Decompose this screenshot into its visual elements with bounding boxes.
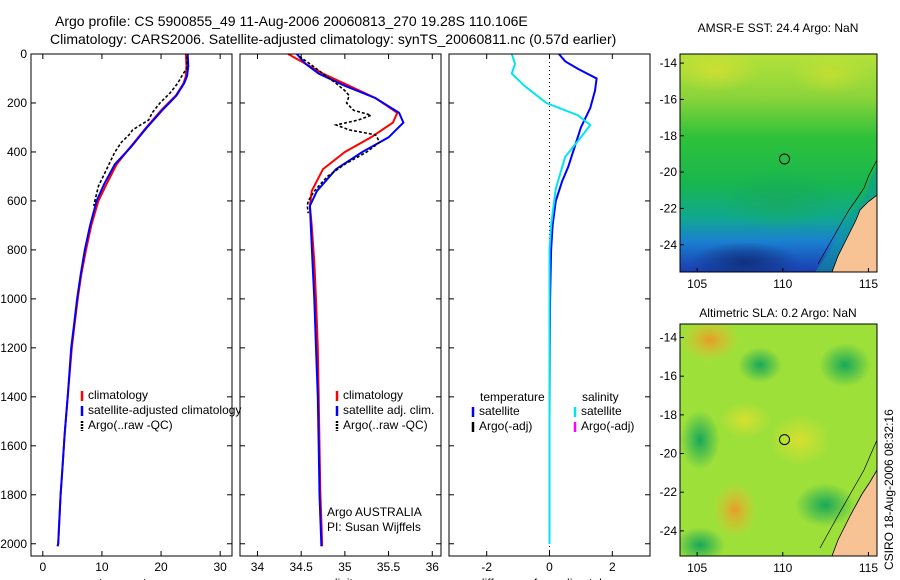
temperature-xlabel: temperature bbox=[99, 576, 164, 580]
map-x-tick-label: 110 bbox=[773, 561, 792, 575]
x-tick-label: 10 bbox=[95, 560, 109, 574]
y-tick-label: 1200 bbox=[0, 341, 27, 355]
y-tick-label: 600 bbox=[7, 194, 27, 208]
cold-water-patch bbox=[690, 242, 800, 272]
map-y-tick-label: -20 bbox=[660, 165, 678, 179]
salinity-profile-plot: 34 34.5 35 35.5 36 salinity climatologysatelli… bbox=[239, 53, 442, 580]
credit-stamp: CSIRO 18-Aug-2006 08:32:16 bbox=[882, 409, 896, 570]
x-tick-label: 35.5 bbox=[377, 560, 401, 574]
x-tick-label: 36 bbox=[426, 560, 440, 574]
y-tick-label: 1600 bbox=[0, 439, 27, 453]
x-tick-label: 0 bbox=[546, 560, 553, 574]
legend-entry: Argo(..raw -QC) bbox=[88, 418, 173, 432]
header-line-2: Climatology: CARS2006. Satellite-adjuste… bbox=[50, 31, 616, 47]
map-y-tick-label: -16 bbox=[660, 92, 678, 106]
salinity-series-1 bbox=[287, 53, 399, 547]
legend-entry: climatology bbox=[343, 388, 403, 402]
difference-series-2 bbox=[510, 53, 592, 544]
sla-low-patch bbox=[819, 343, 871, 387]
temperature-profile-plot: 0 10 20 30 0 200 400 600 800 1000 1200 1400 1600 1800… bbox=[0, 47, 241, 580]
legend-entry: Argo(-adj) bbox=[581, 419, 634, 433]
argo-float-marker bbox=[778, 153, 790, 165]
map-y-tick-label: -22 bbox=[660, 485, 678, 499]
legend-header-salinity: salinity bbox=[582, 390, 619, 404]
map-y-tick-label: -18 bbox=[660, 408, 678, 422]
map-x-tick-label: 115 bbox=[859, 277, 878, 291]
source-annotation: Argo AUSTRALIA bbox=[327, 505, 422, 519]
y-tick-label: 0 bbox=[20, 47, 27, 61]
sla-high-patch bbox=[680, 324, 740, 362]
map-y-tick-label: -24 bbox=[660, 524, 678, 538]
y-tick-label: 1000 bbox=[0, 292, 27, 306]
y-tick-label: 1800 bbox=[0, 488, 27, 502]
map-y-tick-label: -16 bbox=[660, 369, 678, 383]
australia-coast bbox=[831, 194, 877, 272]
y-tick-label: 800 bbox=[7, 243, 27, 257]
temperature-series-2 bbox=[56, 53, 190, 547]
salinity-series-2 bbox=[296, 53, 405, 547]
salinity-axes-frame bbox=[239, 53, 442, 557]
x-tick-label: 0 bbox=[39, 560, 46, 574]
x-tick-label: 2 bbox=[609, 560, 616, 574]
temperature-series-3 bbox=[92, 56, 188, 206]
x-tick-label: 34 bbox=[251, 560, 265, 574]
map-x-tick-label: 110 bbox=[773, 277, 792, 291]
legend-entry: satellite-adjusted climatology bbox=[88, 403, 241, 417]
x-tick-label: -2 bbox=[481, 560, 492, 574]
map-x-tick-label: 105 bbox=[687, 561, 707, 575]
map2-title: Altimetric SLA: 0.2 Argo: NaN bbox=[699, 306, 856, 320]
australia-coast-2 bbox=[831, 469, 877, 556]
map1-title: AMSR-E SST: 24.4 Argo: NaN bbox=[698, 21, 859, 35]
difference-profile-plot: -2 0 2 difference from climatology temperatu… bbox=[448, 53, 651, 580]
difference-xlabel: difference from climatology bbox=[478, 576, 621, 580]
legend-entry: Argo(-adj) bbox=[479, 419, 532, 433]
source-annotation: PI: Susan Wijffels bbox=[327, 520, 421, 534]
map1-frame bbox=[679, 53, 878, 273]
map-y-tick-label: -24 bbox=[660, 238, 678, 252]
legend-header-temperature: temperature bbox=[480, 390, 545, 404]
legend-entry: satellite adj. clim. bbox=[343, 403, 434, 417]
map-y-tick-label: -14 bbox=[660, 56, 678, 70]
x-tick-label: 34.5 bbox=[289, 560, 313, 574]
y-tick-label: 400 bbox=[7, 145, 27, 159]
map-x-tick-label: 115 bbox=[859, 561, 878, 575]
map-y-tick-label: -20 bbox=[660, 447, 678, 461]
map-y-tick-label: -22 bbox=[660, 201, 678, 215]
x-tick-label: 30 bbox=[213, 560, 227, 574]
y-tick-label: 1400 bbox=[0, 390, 27, 404]
header-line-1: Argo profile: CS 5900855_49 11-Aug-2006 … bbox=[55, 13, 528, 29]
bathymetry-contour bbox=[817, 159, 877, 265]
map-y-tick-label: -14 bbox=[660, 331, 678, 345]
temperature-axes-frame bbox=[30, 53, 233, 557]
x-tick-label: 20 bbox=[154, 560, 168, 574]
y-tick-label: 2000 bbox=[0, 537, 27, 551]
map-y-tick-label: -18 bbox=[660, 129, 678, 143]
map-x-tick-label: 105 bbox=[687, 277, 707, 291]
amsr-sst-map: AMSR-E SST: 24.4 Argo: NaN 105 110 115 -14 -… bbox=[660, 21, 879, 291]
y-tick-label: 200 bbox=[7, 96, 27, 110]
salinity-series-3 bbox=[298, 55, 381, 214]
map2-frame bbox=[679, 323, 878, 557]
legend-entry: Argo(..raw -QC) bbox=[343, 418, 428, 432]
legend-entry: satellite bbox=[479, 404, 520, 418]
altimetric-sla-map: Altimetric SLA: 0.2 Argo: NaN 105 110 115 -… bbox=[660, 306, 879, 575]
argo-float-marker-2 bbox=[778, 434, 790, 446]
legend-entry: satellite bbox=[581, 404, 622, 418]
salinity-xlabel: salinity bbox=[322, 576, 359, 580]
legend-entry: climatology bbox=[88, 388, 148, 402]
x-tick-label: 35 bbox=[338, 560, 352, 574]
